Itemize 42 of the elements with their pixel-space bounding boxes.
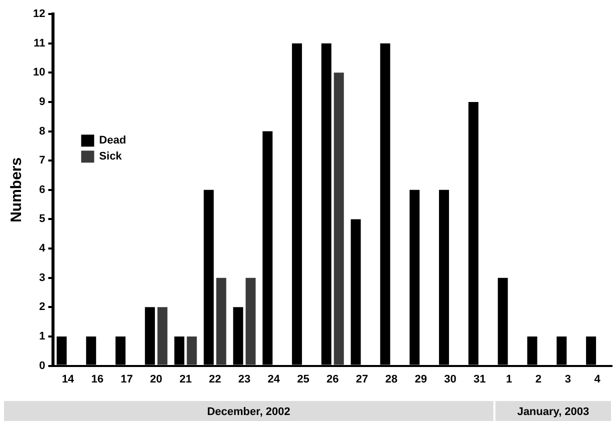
- y-tick-label: 6: [39, 184, 46, 196]
- x-tick-label: 2: [535, 373, 542, 386]
- legend-label: Sick: [99, 150, 123, 163]
- legend-label: Dead: [99, 134, 126, 147]
- x-tick-label: 26: [326, 373, 339, 386]
- bar: [216, 278, 226, 365]
- bar: [334, 72, 344, 365]
- y-tick-label: 3: [39, 272, 46, 284]
- x-tick-label: 20: [150, 373, 162, 386]
- y-tick-label: 5: [39, 213, 46, 226]
- y-tick-label: 9: [39, 96, 46, 108]
- y-tick-label: 10: [32, 66, 46, 79]
- y-tick-label: 0: [39, 360, 46, 372]
- x-tick-label: 24: [268, 373, 281, 386]
- x-tick-label: 22: [208, 373, 222, 386]
- bar: [186, 336, 197, 365]
- x-tick-label: 28: [385, 373, 398, 386]
- y-tick-label: 7: [39, 154, 46, 167]
- y-tick-label: 2: [39, 301, 46, 314]
- x-tick-label: 21: [179, 373, 192, 386]
- x-tick-label: 14: [62, 373, 75, 386]
- bar: [157, 307, 168, 365]
- y-tick-label: 4: [39, 242, 46, 255]
- x-tick-label: 25: [297, 373, 310, 386]
- x-tick-label: 3: [564, 373, 571, 386]
- x-tick-label: 23: [238, 373, 251, 386]
- text: December, 2002: [207, 406, 290, 418]
- x-tick-label: 1: [506, 373, 512, 386]
- x-tick-label: 27: [356, 373, 368, 386]
- x-tick-label: 17: [120, 373, 133, 386]
- y-tick-label: 12: [32, 8, 46, 20]
- y-tick-label: 8: [39, 125, 46, 138]
- text: January, 2003: [517, 406, 590, 418]
- x-tick-label: 29: [414, 373, 427, 386]
- x-tick-label: 16: [91, 373, 104, 386]
- x-tick-label: 31: [474, 373, 486, 386]
- y-tick-label: 1: [39, 330, 46, 343]
- x-tick-label: 30: [444, 373, 456, 386]
- y-axis-title: Numbers: [8, 157, 26, 222]
- bar: [246, 278, 256, 365]
- y-tick-label: 11: [34, 37, 46, 50]
- x-tick-label: 4: [594, 373, 602, 386]
